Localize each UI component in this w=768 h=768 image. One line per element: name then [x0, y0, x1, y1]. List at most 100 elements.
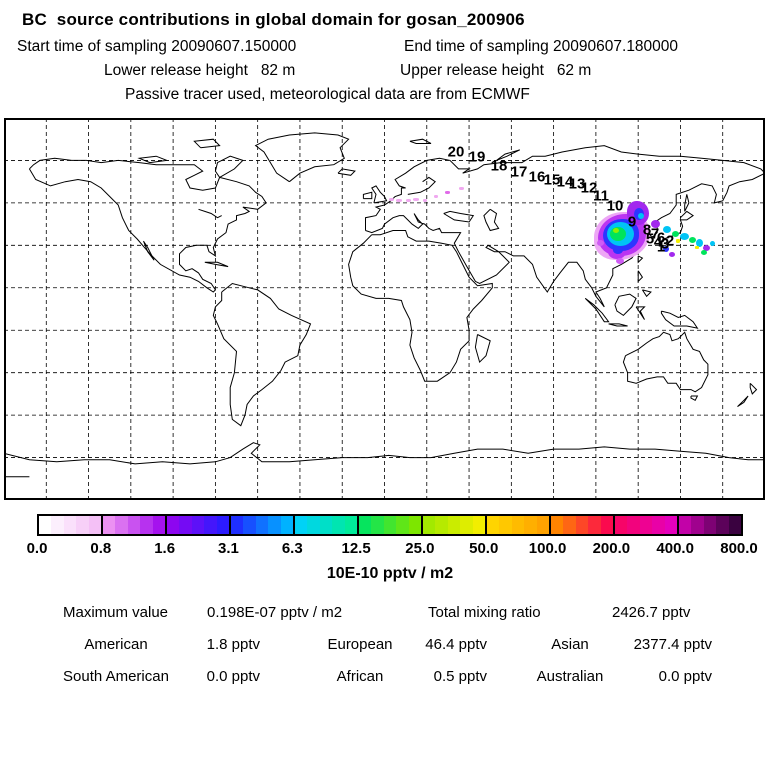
end-time-text: End time of sampling 20090607.180000: [404, 38, 679, 55]
colorbar-cell: [332, 516, 345, 534]
region-value: 0.0 pptv: [658, 668, 712, 685]
page-title: BC source contributions in global domain…: [22, 10, 525, 29]
coastline: [474, 334, 491, 364]
plume-blob: [671, 231, 679, 237]
plume-blob: [688, 237, 696, 243]
plume-blob: [663, 225, 671, 233]
colorbar-cell: [344, 516, 358, 534]
plume-blob: [638, 213, 644, 219]
colorbar-cell: [383, 516, 397, 534]
colorbar-cell: [499, 516, 512, 534]
colorbar-cell: [243, 516, 256, 534]
coastline: [137, 155, 169, 164]
colorbar-cell: [295, 516, 308, 534]
colorbar-tick-label: 25.0: [405, 540, 435, 557]
region-value: 46.4 pptv: [425, 636, 487, 653]
plume-blob: [709, 240, 715, 246]
colorbar-cell: [152, 516, 166, 534]
lower-release-text: Lower release height 82 m: [104, 62, 296, 79]
coastline: [212, 282, 312, 427]
colorbar-cell: [487, 516, 500, 534]
trajectory-hour-label: 4: [653, 233, 663, 251]
trajectory-hour-label: 7: [650, 225, 660, 243]
coastline: [641, 289, 652, 298]
plume-blob: [405, 198, 411, 202]
colorbar-cell: [280, 516, 294, 534]
colorbar-cell: [664, 516, 678, 534]
plume-blob: [613, 246, 623, 254]
colorbar-cell: [191, 516, 205, 534]
trajectory-hour-label: 13: [568, 175, 586, 193]
coastline: [614, 293, 637, 317]
coastline: [584, 298, 610, 323]
colorbar-cell: [51, 516, 64, 534]
coastline: [635, 306, 646, 320]
colorbar-cell: [76, 516, 89, 534]
colorbar-tick-label: 1.6: [154, 540, 176, 557]
plume-blob: [616, 258, 624, 264]
colorbar-tick-label: 50.0: [469, 540, 499, 557]
plume-blob: [444, 190, 450, 194]
region-name: Australian: [536, 668, 604, 685]
coastline: [28, 157, 267, 293]
coastline-grid-svg: [4, 118, 765, 500]
upper-release-text: Upper release height 62 m: [400, 62, 592, 79]
trajectory-hour-label: 12: [580, 179, 598, 197]
plume-blob: [458, 186, 464, 190]
maximum-value: 0.198E-07 pptv / m2: [207, 604, 343, 621]
trajectory-hour-label: 6: [656, 229, 666, 247]
colorbar-tick-label: 800.0: [720, 540, 758, 557]
colorbar-cell: [511, 516, 525, 534]
colorbar-cell: [728, 516, 742, 534]
colorbar-segment: [677, 516, 742, 534]
coastline: [496, 149, 521, 161]
coastline: [254, 132, 350, 183]
colorbar-tick-label: 6.3: [281, 540, 303, 557]
colorbar-cell: [575, 516, 589, 534]
colorbar-cell: [435, 516, 448, 534]
coastline: [371, 185, 388, 204]
region-name: South American: [63, 668, 169, 685]
colorbar-cell: [359, 516, 372, 534]
plume-blob: [596, 240, 604, 246]
coastline: [337, 168, 356, 176]
world-map: 20 19 18 17 16 15 14 13 12 11 10 9 8 7 6 5 4 3 2 1: [4, 118, 765, 500]
region-name: African: [336, 668, 384, 685]
coastline: [214, 155, 244, 178]
coastline: [348, 230, 493, 382]
plume-blob: [669, 251, 675, 257]
colorbar-cell: [167, 516, 180, 534]
colorbar-segment: [39, 516, 102, 534]
coastline: [483, 208, 500, 232]
colorbar-tick-label: 0.0: [26, 540, 48, 557]
plume-blob: [388, 197, 394, 201]
plume-blob: [413, 197, 419, 201]
colorbar-cell: [88, 516, 102, 534]
colorbar-cell: [600, 516, 614, 534]
coastline: [737, 395, 749, 408]
trajectory-hour-label: 5: [645, 230, 655, 248]
colorbar-cell: [615, 516, 628, 534]
coastline: [365, 145, 765, 308]
plume-blob: [702, 245, 710, 251]
coastline: [637, 255, 644, 264]
colorbar-cell: [319, 516, 333, 534]
region-value: 0.5 pptv: [433, 668, 487, 685]
colorbar-tick-label: 3.1: [218, 540, 239, 557]
colorbar-tick-label: 100.0: [528, 540, 567, 557]
colorbar-segment: [485, 516, 550, 534]
colorbar-cell: [307, 516, 320, 534]
trajectory-hour-label: 20: [447, 143, 465, 161]
total-mixing-ratio-value: 2426.7 pptv: [612, 604, 691, 621]
trajectory-hour-label: 2: [665, 232, 675, 250]
trajectory-hour-label: 15: [543, 171, 561, 189]
region-name: Asian: [551, 636, 589, 653]
colorbar-cell: [652, 516, 665, 534]
colorbar-cell: [627, 516, 640, 534]
plume-blob: [650, 220, 660, 228]
start-time-text: Start time of sampling 20090607.150000: [17, 38, 297, 55]
region-value: 1.8 pptv: [206, 636, 260, 653]
colorbar-cell: [423, 516, 436, 534]
colorbar-cell: [63, 516, 77, 534]
